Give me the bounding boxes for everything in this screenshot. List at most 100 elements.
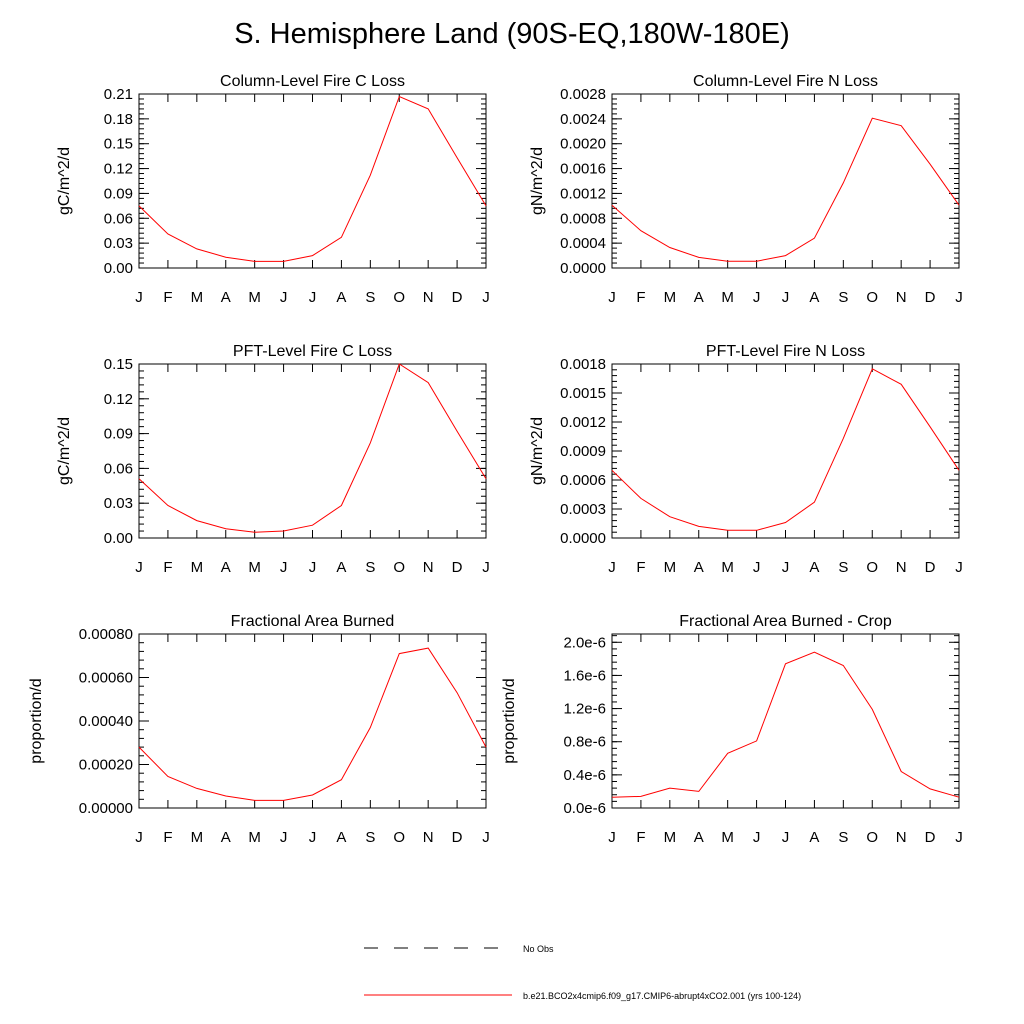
x-tick-label: D bbox=[452, 559, 463, 576]
y-tick-label: 0.0e-6 bbox=[563, 800, 606, 817]
x-tick-label: S bbox=[838, 559, 848, 576]
x-tick-label: O bbox=[393, 829, 405, 846]
x-tick-label: S bbox=[838, 289, 848, 306]
y-tick-label: 0.0020 bbox=[560, 136, 606, 153]
y-tick-label: 0.00040 bbox=[79, 713, 133, 730]
plot-frame bbox=[611, 363, 960, 539]
x-tick-label: J bbox=[135, 289, 143, 306]
x-tick-label: A bbox=[809, 829, 819, 846]
y-tick-label: 0.0006 bbox=[560, 472, 606, 489]
x-tick-label: D bbox=[925, 829, 936, 846]
x-tick-label: F bbox=[636, 289, 645, 306]
x-tick-label: J bbox=[135, 559, 143, 576]
y-tick-label: 0.09 bbox=[104, 185, 133, 202]
y-axis-label: gC/m^2/d bbox=[56, 147, 73, 215]
x-tick-label: F bbox=[163, 829, 172, 846]
x-tick-label: M bbox=[191, 289, 204, 306]
x-tick-label: J bbox=[309, 829, 317, 846]
x-tick-label: M bbox=[721, 829, 734, 846]
x-tick-label: S bbox=[365, 559, 375, 576]
legend-label-no-obs: No Obs bbox=[523, 944, 554, 954]
x-tick-label: M bbox=[721, 559, 734, 576]
panel-title: Fractional Area Burned - Crop bbox=[679, 613, 892, 630]
x-tick-label: M bbox=[248, 559, 261, 576]
y-tick-label: 0.0012 bbox=[560, 185, 606, 202]
y-tick-label: 0.00020 bbox=[79, 757, 133, 774]
x-tick-label: O bbox=[393, 559, 405, 576]
x-tick-label: A bbox=[221, 829, 231, 846]
plot-frame bbox=[611, 93, 960, 269]
series-line bbox=[611, 368, 960, 531]
y-axis-label: gC/m^2/d bbox=[56, 417, 73, 485]
y-axis-label: proportion/d bbox=[28, 678, 45, 763]
x-tick-label: A bbox=[221, 289, 231, 306]
x-tick-label: J bbox=[608, 559, 616, 576]
y-tick-label: 0.0000 bbox=[560, 530, 606, 547]
y-tick-label: 2.0e-6 bbox=[563, 634, 606, 651]
x-tick-label: J bbox=[782, 289, 790, 306]
series-line bbox=[138, 95, 487, 262]
x-tick-label: M bbox=[664, 559, 677, 576]
x-tick-label: F bbox=[163, 559, 172, 576]
legend-label-model: b.e21.BCO2x4cmip6.f09_g17.CMIP6-abrupt4x… bbox=[523, 991, 802, 1001]
x-tick-label: F bbox=[636, 829, 645, 846]
y-tick-label: 0.12 bbox=[104, 161, 133, 178]
y-axis-label: gN/m^2/d bbox=[529, 417, 546, 485]
x-tick-label: D bbox=[925, 559, 936, 576]
x-tick-label: J bbox=[608, 829, 616, 846]
panel-title: Column-Level Fire N Loss bbox=[693, 73, 878, 90]
x-tick-label: D bbox=[925, 289, 936, 306]
panel-title: Fractional Area Burned bbox=[231, 613, 395, 630]
x-tick-label: O bbox=[866, 829, 878, 846]
x-tick-label: A bbox=[694, 289, 704, 306]
x-tick-label: N bbox=[423, 829, 434, 846]
x-tick-label: J bbox=[753, 289, 761, 306]
plot-frame bbox=[138, 93, 487, 269]
x-tick-label: A bbox=[336, 289, 346, 306]
y-tick-label: 0.4e-6 bbox=[563, 767, 606, 784]
y-tick-label: 0.0003 bbox=[560, 501, 606, 518]
x-tick-label: J bbox=[782, 559, 790, 576]
y-tick-label: 0.0015 bbox=[560, 385, 606, 402]
legend-line-no-obs bbox=[364, 947, 512, 949]
plot-frame bbox=[138, 363, 487, 539]
x-tick-label: F bbox=[636, 559, 645, 576]
y-tick-label: 0.00 bbox=[104, 530, 133, 547]
x-tick-label: J bbox=[782, 829, 790, 846]
y-tick-label: 0.0009 bbox=[560, 443, 606, 460]
x-tick-label: M bbox=[191, 559, 204, 576]
x-tick-label: N bbox=[896, 289, 907, 306]
series-line bbox=[138, 363, 487, 533]
y-tick-label: 0.15 bbox=[104, 136, 133, 153]
x-tick-label: F bbox=[163, 289, 172, 306]
panel-title: Column-Level Fire C Loss bbox=[220, 73, 405, 90]
x-tick-label: S bbox=[838, 829, 848, 846]
y-tick-label: 0.12 bbox=[104, 391, 133, 408]
y-tick-label: 0.0028 bbox=[560, 86, 606, 103]
y-tick-label: 0.0018 bbox=[560, 356, 606, 373]
x-tick-label: J bbox=[955, 559, 963, 576]
x-tick-label: J bbox=[309, 559, 317, 576]
x-tick-label: N bbox=[896, 559, 907, 576]
y-tick-label: 1.6e-6 bbox=[563, 667, 606, 684]
panel-title: PFT-Level Fire N Loss bbox=[706, 343, 865, 360]
series-line bbox=[611, 117, 960, 262]
x-tick-label: J bbox=[482, 559, 490, 576]
y-tick-label: 0.8e-6 bbox=[563, 734, 606, 751]
x-tick-label: A bbox=[694, 829, 704, 846]
x-tick-label: M bbox=[664, 829, 677, 846]
y-tick-label: 0.00000 bbox=[79, 800, 133, 817]
x-tick-label: D bbox=[452, 829, 463, 846]
series-line bbox=[138, 647, 487, 801]
x-tick-label: O bbox=[866, 559, 878, 576]
plot-frame bbox=[138, 633, 487, 809]
y-tick-label: 0.0000 bbox=[560, 260, 606, 277]
x-tick-label: A bbox=[809, 289, 819, 306]
x-tick-label: J bbox=[955, 829, 963, 846]
x-tick-label: A bbox=[336, 829, 346, 846]
